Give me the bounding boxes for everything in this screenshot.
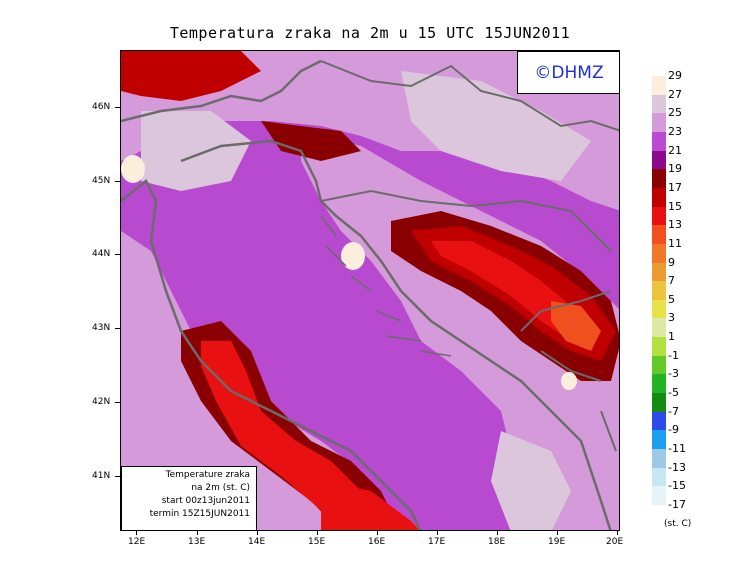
legend-swatch [652, 299, 666, 319]
lon-tick [557, 531, 558, 535]
pale-spot-2 [341, 242, 365, 270]
legend-label: 1 [668, 330, 675, 344]
legend-swatch [652, 467, 666, 487]
lon-label: 16E [368, 537, 386, 547]
hot-north-2 [261, 121, 361, 161]
legend-label: -3 [668, 367, 679, 381]
legend-label: -15 [668, 479, 686, 493]
lon-label: 17E [428, 537, 446, 547]
legend-label: 9 [668, 255, 675, 269]
lat-label: 44N [92, 249, 121, 259]
hot-italy-inner [201, 341, 376, 530]
legend-label: 27 [668, 87, 682, 101]
legend-swatch [652, 206, 666, 226]
legend-swatch [652, 318, 666, 338]
legend-label: 15 [668, 199, 682, 213]
legend-swatch [652, 131, 666, 152]
info-line-2: na 2m (st. C) [191, 483, 250, 493]
lon-tick [377, 531, 378, 535]
coastline-adriatic-east [180, 139, 612, 530]
legend-units: (st. C) [664, 519, 692, 529]
legend-label: 25 [668, 106, 682, 120]
legend-swatch [652, 355, 666, 375]
lon-label: 18E [488, 537, 506, 547]
border-balkan-2 [320, 189, 617, 452]
info-box: Temperature zraka na 2m (st. C) start 00… [121, 466, 257, 530]
info-line-1: Temperature zraka [165, 470, 250, 480]
legend-swatch [652, 94, 666, 114]
land-mid-3 [491, 431, 571, 530]
islands [320, 215, 452, 357]
legend-label: -5 [668, 386, 679, 400]
hot-north [121, 51, 261, 101]
legend-label: -13 [668, 460, 686, 474]
legend-swatch [652, 449, 666, 469]
lon-tick [497, 531, 498, 535]
pale-spot-3 [561, 372, 577, 390]
lat-label: 43N [92, 323, 121, 333]
legend-swatch [652, 225, 666, 245]
legend-swatch [652, 113, 666, 133]
legend-swatch [652, 374, 666, 394]
map-title: Temperatura zraka na 2m u 15 UTC 15JUN20… [169, 24, 571, 42]
lon-tick [617, 531, 618, 535]
info-line-4: termin 15Z15JUN2011 [149, 509, 250, 519]
legend-label: -11 [668, 442, 686, 455]
land-mid-1 [141, 111, 251, 191]
temperature-map: ©DHMZ Temperature zraka na 2m (st. C) st… [120, 50, 620, 531]
legend-swatch [652, 243, 666, 263]
legend-label: 11 [668, 236, 682, 250]
hot-sicily [321, 481, 420, 530]
lon-tick [437, 531, 438, 535]
legend-swatch [652, 187, 666, 208]
lon-label: 14E [248, 537, 266, 547]
legend-swatch [652, 337, 666, 357]
hot-balkan-core [551, 301, 601, 351]
info-line-3: start 00z13jun2011 [161, 496, 250, 506]
legend-label: -17 [668, 497, 686, 511]
coastline-north [121, 59, 322, 123]
legend-swatch [652, 262, 666, 282]
legend-swatch [652, 411, 666, 431]
legend-label: 5 [668, 292, 675, 306]
lon-tick [257, 531, 258, 535]
dhmz-logo: ©DHMZ [517, 51, 619, 94]
legend-label: 17 [668, 180, 682, 194]
legend-label: 21 [668, 143, 682, 157]
lon-label: 12E [128, 537, 146, 547]
land-mid-2 [401, 71, 591, 181]
legend-swatch [652, 430, 666, 450]
legend-label: 7 [668, 274, 675, 288]
lon-label: 20E [606, 537, 624, 547]
legend-swatch [652, 281, 666, 301]
lon-label: 13E [188, 537, 206, 547]
legend-label: 13 [668, 218, 682, 232]
legend-swatch [652, 150, 666, 170]
legend-label: -7 [668, 404, 679, 418]
legend-swatch [652, 393, 666, 413]
legend-label: 19 [668, 162, 682, 176]
lat-label: 41N [92, 471, 121, 481]
lat-label: 42N [92, 397, 121, 407]
legend-swatch [652, 76, 666, 96]
lon-tick [317, 531, 318, 535]
legend-label: -1 [668, 348, 679, 362]
lat-label: 45N [92, 176, 121, 186]
legend-swatch [652, 169, 666, 189]
pale-spot-1 [121, 155, 145, 183]
border-balkan [320, 60, 619, 132]
lon-label: 15E [308, 537, 326, 547]
map-field-svg [121, 51, 619, 530]
legend-label: -9 [668, 423, 679, 437]
legend-swatch [652, 486, 666, 506]
lon-tick [197, 531, 198, 535]
legend-label: 23 [668, 124, 682, 138]
lon-tick [136, 531, 137, 535]
land-balkan [301, 131, 619, 530]
lon-label: 19E [548, 537, 566, 547]
legend-label: 29 [668, 69, 682, 82]
legend-label: 3 [668, 311, 675, 325]
coastline-italy [121, 179, 422, 530]
lat-label: 46N [92, 102, 121, 112]
